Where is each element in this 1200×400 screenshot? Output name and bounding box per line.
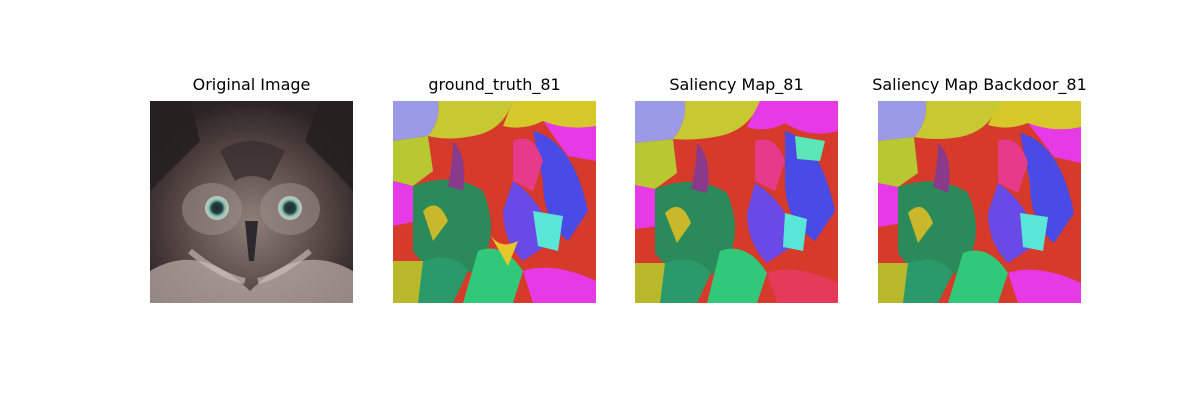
panel-title: ground_truth_81 [428,75,561,94]
ground-truth-saliency-image [393,101,596,303]
saliency-map-image [635,101,838,303]
original-owl-image [150,101,353,303]
panel-title: Saliency Map_81 [669,75,804,94]
panel-title: Saliency Map Backdoor_81 [872,75,1087,94]
panel-title: Original Image [192,75,311,94]
saliency-map-backdoor-image [878,101,1081,303]
